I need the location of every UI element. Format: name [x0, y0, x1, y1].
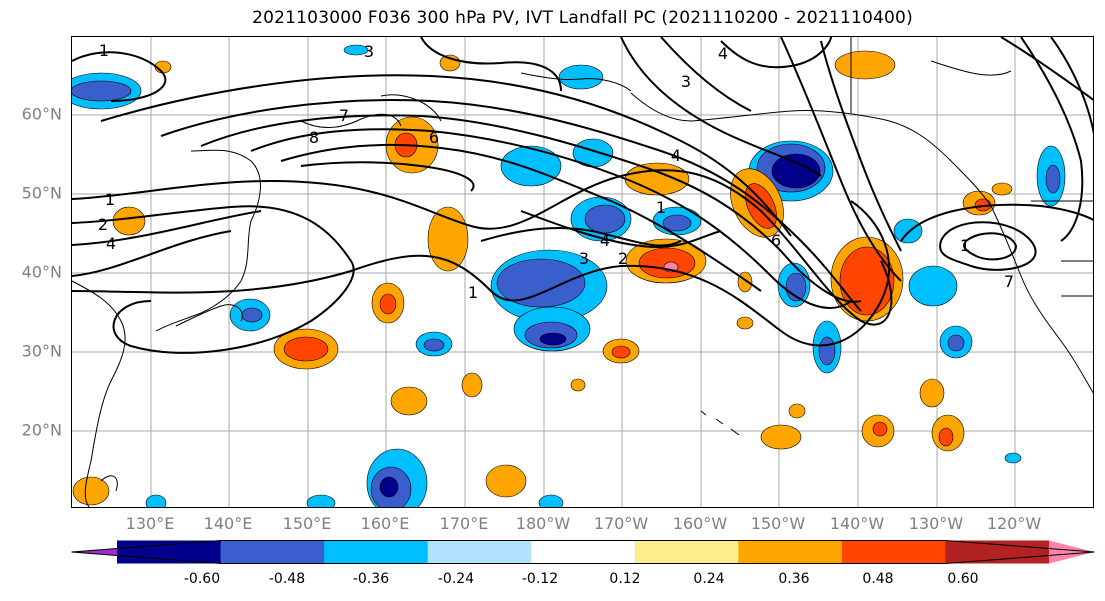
colorbar-cell [945, 540, 1050, 564]
lon-label-140w: 140°W [829, 514, 885, 533]
colorbar-outline [71, 540, 1095, 564]
colorbar-cell [220, 540, 325, 564]
contour-label: 3 [579, 249, 589, 268]
colorbar-tick-label: -0.36 [352, 571, 390, 587]
colorbar-cell [841, 540, 946, 564]
contour-label: 4 [718, 44, 728, 63]
colorbar-tick-label: -0.12 [521, 571, 559, 587]
lon-label-180w: 180°W [515, 514, 571, 533]
contour-labels: 1 3 3 4 7 8 6 4 1 2 4 3 2 1 1 4 6 1 7 [98, 41, 1014, 302]
contour-label: 6 [429, 128, 439, 147]
contour-label: 7 [1004, 272, 1014, 291]
contour-label: 2 [98, 215, 108, 234]
contour-label: 3 [364, 42, 374, 61]
lat-label-60n: 60°N [21, 104, 62, 124]
colorbar-tick-label: 0.24 [693, 571, 725, 587]
contour-label: 2 [618, 249, 628, 268]
pc-shading [72, 44, 1066, 507]
colorbar-tick-label: 0.36 [778, 571, 810, 587]
contour-label: 1 [960, 236, 970, 255]
lon-label-130w: 130°W [908, 514, 964, 533]
colorbar-cell [531, 540, 636, 564]
contour-label: 4 [600, 231, 610, 250]
lon-label-150e: 150°E [282, 514, 332, 533]
colorbar-cell [324, 540, 429, 564]
lon-label-170w: 170°W [593, 514, 649, 533]
colorbar-tick-label: -0.48 [268, 571, 306, 587]
colorbar-cell [427, 540, 532, 564]
map-title: 2021103000 F036 300 hPa PV, IVT Landfall… [252, 8, 913, 28]
contour-label: 7 [339, 106, 349, 125]
lon-label-160e: 160°E [360, 514, 410, 533]
lat-label-20n: 20°N [21, 420, 62, 440]
colorbar-tick-label: 0.60 [947, 571, 979, 587]
lat-label-40n: 40°N [21, 262, 62, 282]
lon-label-140e: 140°E [203, 514, 253, 533]
contour-label: 1 [99, 41, 109, 60]
contour-label: 1 [468, 283, 478, 302]
lon-label-160w: 160°W [672, 514, 728, 533]
map-canvas: 1 3 3 4 7 8 6 4 1 2 4 3 2 1 1 4 6 1 7 [72, 37, 1093, 507]
colorbar-cell [634, 540, 739, 564]
contour-label: 6 [771, 231, 781, 250]
lon-label-170e: 170°E [439, 514, 489, 533]
contour-label: 8 [309, 128, 319, 147]
colorbar-tick-label: 0.48 [862, 571, 894, 587]
contour-label: 1 [656, 198, 666, 217]
colorbar-cells [71, 540, 1095, 564]
coastlines [72, 37, 1093, 507]
colorbar [71, 540, 1095, 564]
colorbar-tick-label: -0.24 [437, 571, 475, 587]
contour-label: 3 [681, 72, 691, 91]
colorbar-tick-label: -0.60 [183, 571, 221, 587]
lon-label-150w: 150°W [750, 514, 806, 533]
contour-label: 1 [105, 190, 115, 209]
colorbar-cell [1049, 540, 1095, 564]
lon-label-130e: 130°E [125, 514, 175, 533]
colorbar-cell [738, 540, 843, 564]
ivt-contours [72, 37, 1093, 354]
colorbar-cell [117, 540, 222, 564]
lat-label-30n: 30°N [21, 341, 62, 361]
contour-label: 4 [671, 146, 681, 165]
colorbar-tick-label: 0.12 [609, 571, 641, 587]
contour-label: 4 [106, 234, 116, 253]
lon-label-120w: 120°W [986, 514, 1042, 533]
map-panel: 1 3 3 4 7 8 6 4 1 2 4 3 2 1 1 4 6 1 7 [71, 36, 1094, 508]
lat-label-50n: 50°N [21, 183, 62, 203]
